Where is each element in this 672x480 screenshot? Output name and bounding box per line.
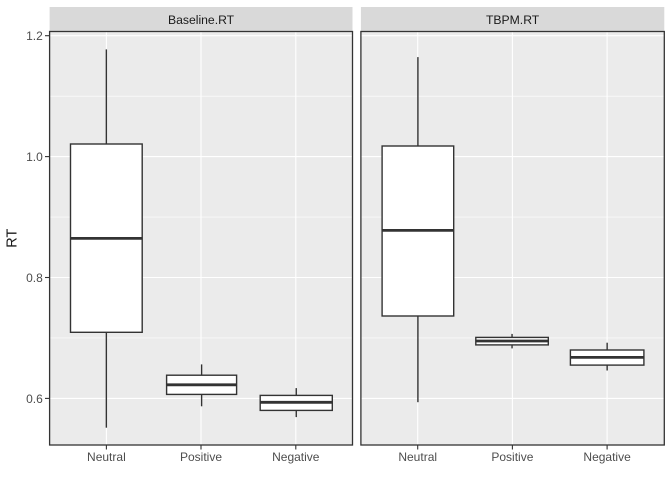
svg-text:Neutral: Neutral (87, 450, 126, 464)
svg-text:Neutral: Neutral (398, 450, 437, 464)
svg-text:RT: RT (5, 229, 21, 248)
svg-text:0.6: 0.6 (26, 392, 43, 406)
svg-text:Negative: Negative (272, 450, 320, 464)
svg-text:Positive: Positive (491, 450, 533, 464)
svg-text:Negative: Negative (583, 450, 631, 464)
svg-text:Baseline.RT: Baseline.RT (168, 13, 235, 27)
svg-text:1.0: 1.0 (26, 150, 43, 164)
svg-text:TBPM.RT: TBPM.RT (486, 13, 540, 27)
svg-text:0.8: 0.8 (26, 271, 43, 285)
svg-text:Positive: Positive (180, 450, 222, 464)
svg-text:1.2: 1.2 (26, 29, 43, 43)
